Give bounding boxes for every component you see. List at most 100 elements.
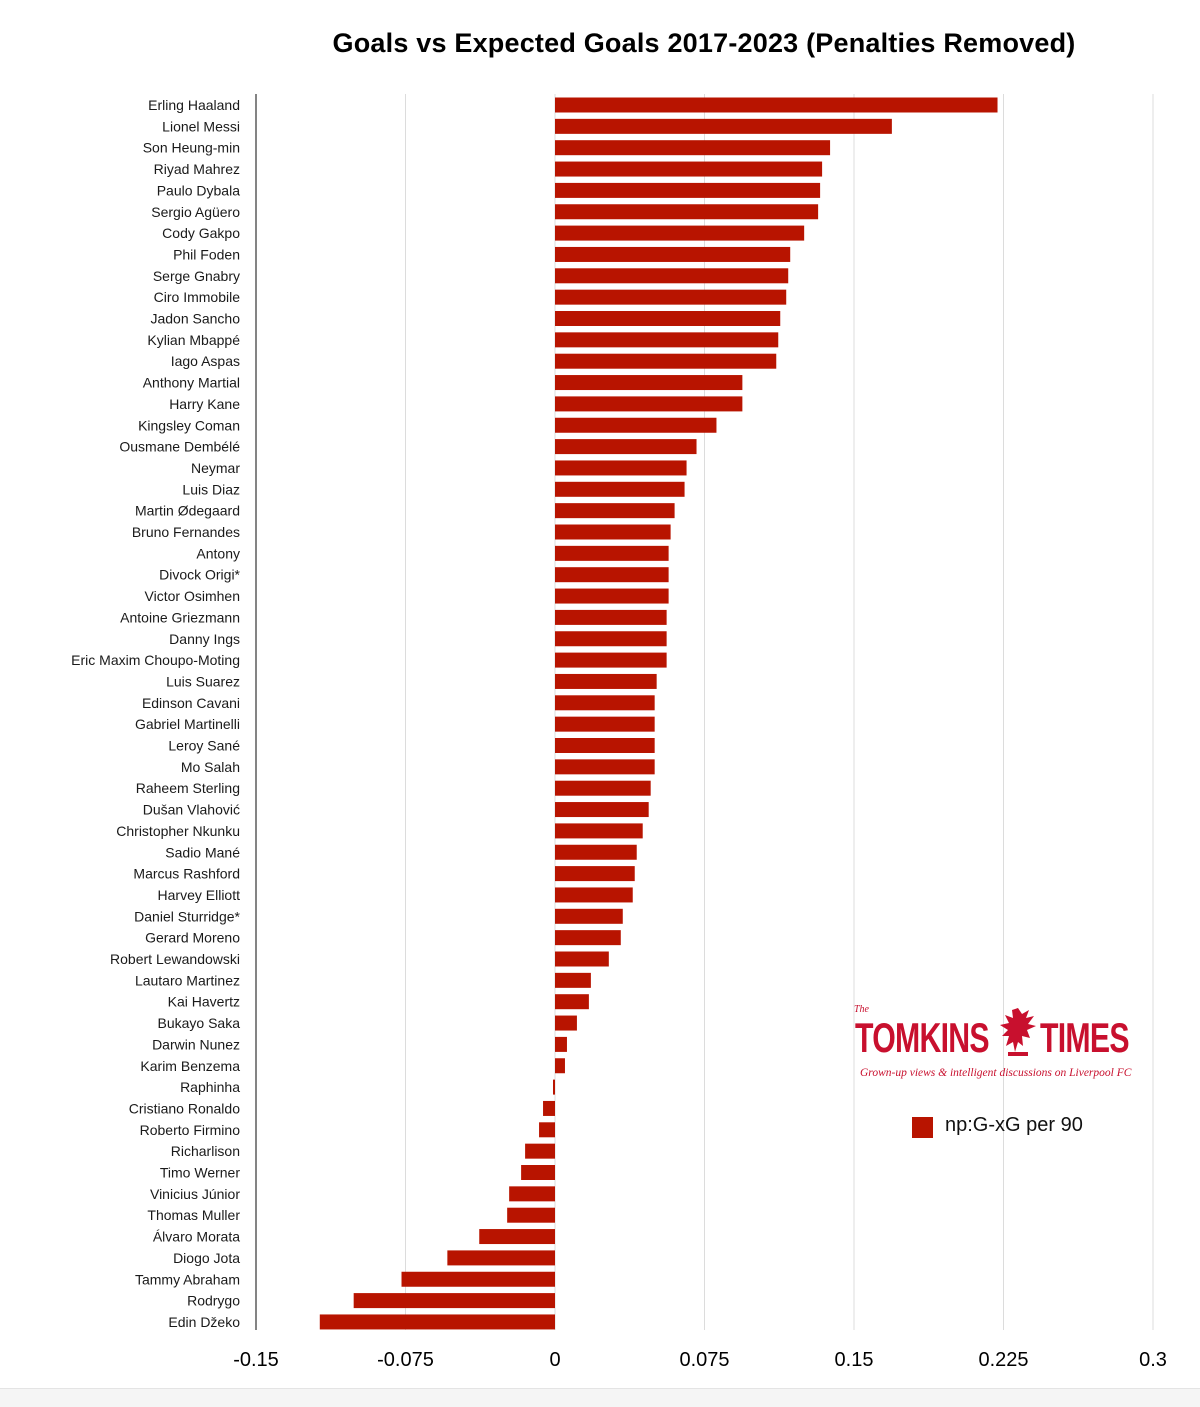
category-label: Diogo Jota [173,1250,240,1266]
category-labels: Erling Haaland Lionel Messi Son Heung-min R… [71,97,240,1330]
category-label: Ciro Immobile [154,289,241,305]
category-label: Gabriel Martinelli [135,716,240,732]
logo-small-word: The [854,1004,869,1015]
bar [555,631,667,647]
bar [555,503,675,519]
bar [555,460,687,476]
category-label: Iago Aspas [171,353,240,369]
bars [319,97,998,1330]
bar [555,97,998,113]
bar [555,802,649,818]
category-label: Son Heung-min [143,140,240,156]
bar [555,738,655,753]
category-label: Erling Haaland [148,97,240,113]
category-label: Lautaro Martinez [135,972,240,988]
category-label: Marcus Rashford [133,866,240,882]
category-label: Kai Havertz [168,994,240,1010]
bar [555,994,589,1010]
category-label: Lionel Messi [162,118,240,134]
category-label: Gerard Moreno [145,930,240,946]
category-label: Robert Lewandowski [110,951,240,967]
category-label: Thomas Muller [147,1207,240,1223]
x-tick-label: 0.075 [679,1349,729,1371]
bar [555,695,655,711]
category-label: Edin Džeko [168,1314,240,1330]
bar [555,161,823,177]
category-label: Harry Kane [169,396,240,412]
bar [521,1165,555,1180]
bar [555,439,697,455]
footer-strip [0,1388,1200,1407]
bar [555,182,821,198]
bar [555,844,637,860]
category-label: Victor Osimhen [145,588,240,604]
category-label: Álvaro Morata [153,1229,240,1245]
bar [555,246,791,262]
bar [555,375,743,391]
category-label: Bruno Fernandes [132,524,240,540]
bar [507,1207,555,1223]
bar [401,1271,555,1287]
bar [509,1186,555,1202]
bar [555,204,819,220]
bar [555,140,831,156]
bar [553,1079,555,1095]
category-label: Leroy Sané [168,738,240,754]
bar [555,1015,577,1031]
category-label: Neymar [191,460,240,476]
bar [555,887,633,903]
category-label: Harvey Elliott [158,887,241,903]
logo-word-times: TIMES [1040,1014,1130,1061]
bar [539,1122,555,1138]
category-label: Ousmane Dembélé [119,439,240,455]
category-label: Rodrygo [187,1293,240,1309]
category-label: Anthony Martial [143,375,240,391]
bar [555,716,655,732]
category-label: Mo Salah [181,759,240,775]
bar [479,1229,555,1245]
category-label: Sergio Agüero [151,204,240,220]
logo-word-tomkins: TOMKINS [855,1014,990,1061]
bar [555,417,717,433]
category-label: Darwin Nunez [152,1036,240,1052]
category-label: Raheem Sterling [136,780,240,796]
category-label: Christopher Nkunku [116,823,240,839]
bar [555,588,669,604]
bar [555,268,789,284]
category-label: Cody Gakpo [162,225,240,241]
category-label: Karim Benzema [140,1058,240,1074]
bar [555,225,805,241]
liver-bird-icon [1000,1008,1036,1056]
category-label: Serge Gnabry [153,268,240,284]
bar [555,673,657,689]
category-label: Raphinha [180,1079,240,1095]
bar [353,1293,555,1309]
category-label: Kingsley Coman [138,417,240,433]
category-label: Vinicius Júnior [150,1186,240,1202]
bar [555,311,781,326]
category-label: Riyad Mahrez [154,161,240,177]
tomkins-times-logo: The TOMKINS TIMES Grown-up views & intel… [852,1004,1152,1084]
category-label: Martin Ødegaard [135,503,240,519]
category-label: Antony [196,545,240,561]
category-label: Tammy Abraham [135,1271,240,1287]
bar [555,652,667,668]
category-label: Sadio Mané [165,844,240,860]
chart-title: Goals vs Expected Goals 2017-2023 (Penal… [332,28,1076,58]
x-axis-tick-labels: -0.15 -0.075 0 0.075 0.15 0.225 0.3 [233,1349,1167,1371]
x-tick-label: 0.225 [978,1349,1028,1371]
bar [555,759,655,775]
bar [555,332,779,348]
legend-label: np:G-xG per 90 [945,1114,1083,1136]
bar [555,396,743,412]
category-label: Phil Foden [173,246,240,262]
x-tick-label: 0 [549,1349,560,1371]
category-label: Dušan Vlahović [143,802,240,818]
category-label: Luis Suarez [166,673,240,689]
bar [555,780,651,796]
bar [555,930,621,946]
bar [555,289,787,305]
bar [555,823,643,839]
bar [555,972,591,988]
